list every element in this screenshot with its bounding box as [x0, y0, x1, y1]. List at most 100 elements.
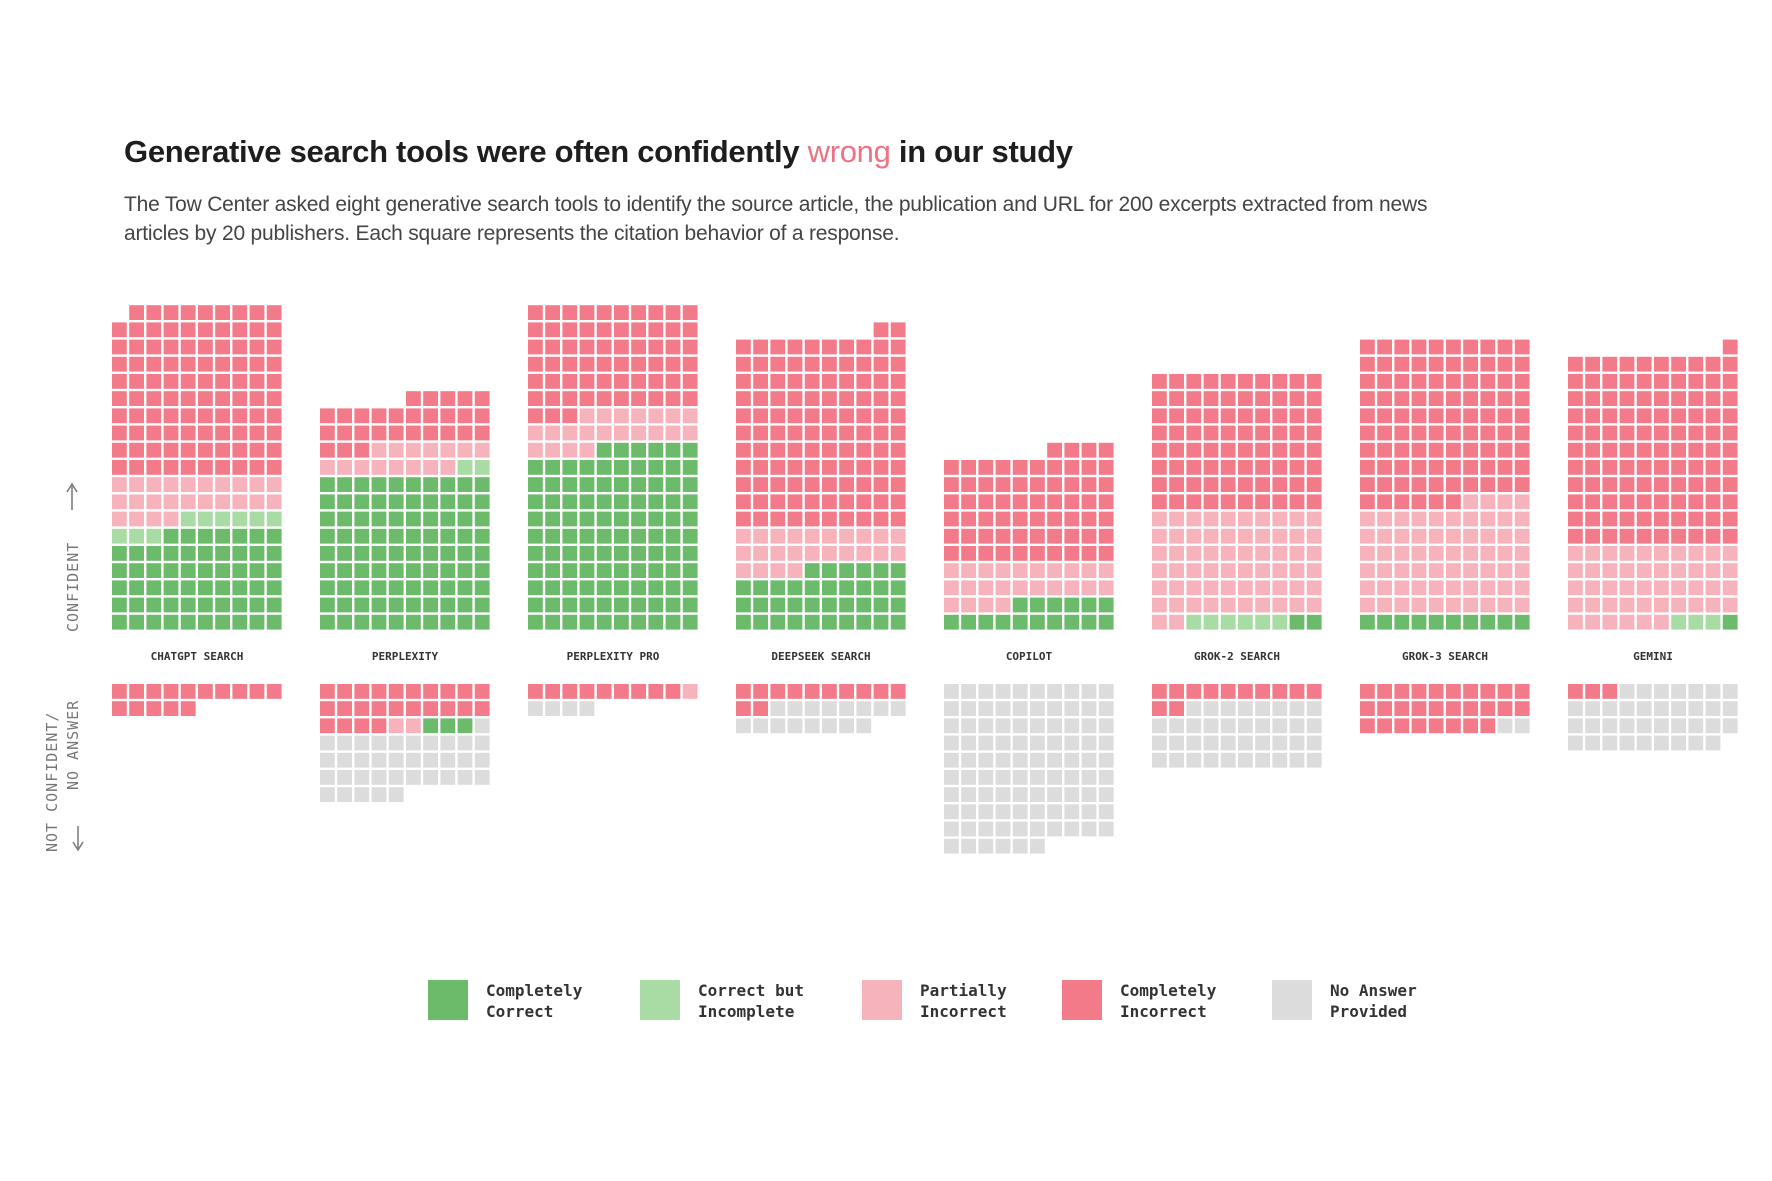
- square-confident-completely_incorrect: [371, 408, 387, 424]
- square-confident-partially_incorrect: [1064, 563, 1080, 578]
- square-confident-completely_incorrect: [1220, 391, 1236, 406]
- square-confident-completely_incorrect: [1514, 442, 1530, 458]
- square-confident-completely_correct: [804, 563, 820, 578]
- square-not-confident-partially_incorrect: [682, 684, 698, 699]
- square-confident-completely_correct: [215, 580, 230, 596]
- square-confident-completely_incorrect: [1238, 391, 1253, 406]
- square-confident-completely_incorrect: [146, 391, 162, 406]
- square-confident-completely_correct: [596, 528, 612, 544]
- square-confident-partially_incorrect: [1497, 563, 1513, 578]
- square-not-confident-no_answer: [388, 735, 404, 751]
- square-confident-completely_incorrect: [1394, 391, 1410, 406]
- square-not-confident-no_answer: [354, 735, 370, 751]
- square-confident-completely_incorrect: [682, 391, 698, 406]
- square-not-confident-completely_incorrect: [1428, 701, 1444, 716]
- square-confident-partially_incorrect: [1411, 597, 1427, 613]
- square-confident-completely_correct: [545, 511, 560, 527]
- square-confident-completely_incorrect: [1255, 494, 1270, 510]
- square-confident-completely_incorrect: [665, 391, 681, 406]
- square-confident-completely_incorrect: [1428, 494, 1444, 510]
- square-confident-completely_incorrect: [1012, 460, 1028, 475]
- square-not-confident-no_answer: [1203, 752, 1219, 768]
- square-confident-completely_correct: [129, 546, 144, 561]
- square-not-confident-completely_incorrect: [163, 684, 179, 699]
- square-confident-completely_incorrect: [1203, 494, 1219, 510]
- square-confident-completely_incorrect: [1394, 339, 1410, 355]
- axis-label-confident: CONFIDENT: [64, 542, 82, 632]
- square-confident-completely_correct: [112, 546, 127, 561]
- square-confident-completely_correct: [682, 511, 698, 527]
- square-not-confident-no_answer: [1081, 804, 1097, 820]
- square-confident-partially_incorrect: [978, 563, 994, 578]
- square-confident-completely_incorrect: [1255, 374, 1270, 389]
- square-confident-completely_incorrect: [1585, 477, 1600, 492]
- square-confident-partially_incorrect: [1688, 546, 1704, 561]
- square-confident-completely_incorrect: [1585, 442, 1600, 458]
- square-confident-completely_incorrect: [1568, 460, 1583, 475]
- square-confident-completely_incorrect: [890, 442, 906, 458]
- square-confident-completely_incorrect: [961, 460, 976, 475]
- square-not-confident-completely_incorrect: [1272, 684, 1288, 699]
- square-not-confident-completely_incorrect: [146, 684, 162, 699]
- square-not-confident-no_answer: [961, 838, 976, 854]
- square-confident-completely_incorrect: [198, 339, 213, 355]
- square-not-confident-completely_incorrect: [562, 684, 578, 699]
- square-confident-completely_incorrect: [112, 339, 127, 355]
- square-not-confident-no_answer: [1568, 701, 1583, 716]
- square-confident-completely_correct: [1030, 614, 1045, 630]
- square-confident-completely_incorrect: [961, 528, 976, 544]
- square-not-confident-completely_incorrect: [474, 701, 490, 716]
- square-confident-partially_incorrect: [1360, 528, 1375, 544]
- square-confident-completely_incorrect: [1446, 339, 1461, 355]
- square-confident-completely_incorrect: [1411, 442, 1427, 458]
- square-confident-completely_correct: [406, 511, 421, 527]
- square-not-confident-no_answer: [978, 735, 994, 751]
- square-not-confident-completely_incorrect: [457, 684, 473, 699]
- square-confident-partially_incorrect: [562, 442, 578, 458]
- square-confident-completely_incorrect: [1411, 494, 1427, 510]
- square-confident-completely_incorrect: [1030, 511, 1045, 527]
- square-not-confident-completely_incorrect: [180, 701, 196, 716]
- square-confident-completely_incorrect: [770, 477, 786, 492]
- square-confident-completely_incorrect: [266, 442, 282, 458]
- square-confident-completely_incorrect: [232, 322, 248, 338]
- square-confident-partially_incorrect: [1568, 580, 1583, 596]
- square-confident-completely_incorrect: [1480, 339, 1496, 355]
- square-not-confident-no_answer: [474, 735, 490, 751]
- square-not-confident-no_answer: [1619, 684, 1635, 699]
- square-not-confident-completely_incorrect: [614, 684, 629, 699]
- square-confident-completely_incorrect: [1619, 460, 1635, 475]
- square-confident-partially_incorrect: [146, 494, 162, 510]
- square-confident-partially_incorrect: [1428, 597, 1444, 613]
- square-confident-partially_incorrect: [1255, 563, 1270, 578]
- square-confident-partially_incorrect: [1446, 511, 1461, 527]
- square-confident-partially_incorrect: [579, 408, 595, 424]
- square-confident-completely_incorrect: [266, 339, 282, 355]
- square-confident-completely_incorrect: [1152, 374, 1167, 389]
- square-not-confident-completely_correct: [423, 718, 438, 734]
- square-confident-partially_incorrect: [1203, 528, 1219, 544]
- square-confident-completely_correct: [856, 580, 872, 596]
- square-not-confident-completely_incorrect: [423, 684, 438, 699]
- square-confident-partially_incorrect: [1463, 528, 1478, 544]
- square-confident-partially_incorrect: [1098, 563, 1114, 578]
- square-confident-completely_correct: [371, 477, 387, 492]
- square-confident-completely_incorrect: [1360, 408, 1375, 424]
- square-confident-completely_correct: [423, 563, 438, 578]
- square-not-confident-completely_incorrect: [890, 684, 906, 699]
- square-confident-completely_correct: [354, 580, 370, 596]
- square-not-confident-completely_incorrect: [596, 684, 612, 699]
- square-not-confident-completely_incorrect: [1306, 684, 1322, 699]
- square-confident-completely_incorrect: [1671, 391, 1686, 406]
- square-confident-completely_incorrect: [1463, 442, 1478, 458]
- square-confident-completely_correct: [562, 528, 578, 544]
- square-confident-partially_incorrect: [1514, 563, 1530, 578]
- square-confident-partially_incorrect: [1446, 597, 1461, 613]
- square-confident-completely_incorrect: [770, 460, 786, 475]
- square-confident-completely_incorrect: [112, 425, 127, 441]
- square-not-confident-no_answer: [1722, 718, 1738, 734]
- square-confident-completely_incorrect: [320, 442, 335, 458]
- square-not-confident-no_answer: [1064, 684, 1080, 699]
- square-confident-partially_incorrect: [129, 477, 144, 492]
